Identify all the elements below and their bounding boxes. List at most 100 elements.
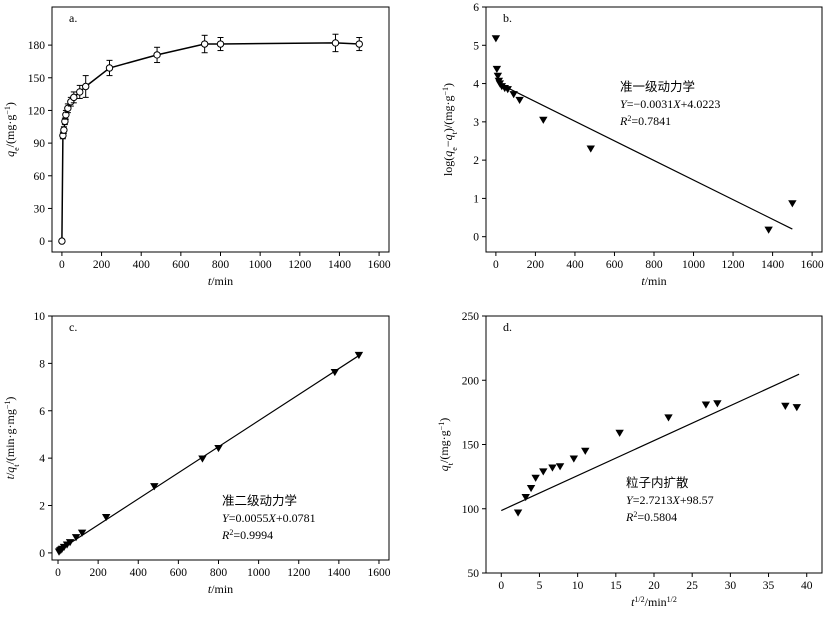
data-point — [701, 401, 711, 409]
x-tick-label: 1000 — [249, 259, 272, 271]
data-point — [101, 513, 111, 522]
data-point — [354, 351, 364, 360]
panel-label: c. — [69, 320, 77, 334]
chart-panel-d: 0 5 10 15 20 25 30 35 40 50 100 150 200 250 d. t1/2/min… — [437, 311, 823, 609]
fit-line — [498, 83, 793, 230]
data-point — [569, 455, 579, 463]
x-tick-label: 1400 — [327, 567, 350, 579]
data-point — [64, 104, 72, 112]
x-tick-label: 800 — [645, 259, 663, 271]
data-point — [60, 126, 68, 134]
x-tick-label: 25 — [686, 580, 698, 592]
x-tick-label: 1200 — [722, 259, 745, 271]
x-tick-label: 1600 — [801, 259, 824, 271]
y-tick-label: 4 — [39, 453, 45, 465]
data-point — [539, 116, 548, 124]
x-axis-label: t1/2/min1/2 — [631, 595, 677, 610]
data-point — [62, 111, 70, 119]
data-point — [76, 88, 84, 96]
data-point — [82, 82, 90, 91]
x-tick-label: 35 — [763, 580, 775, 592]
x-tick-label: 1600 — [367, 567, 390, 579]
data-point — [331, 39, 340, 47]
y-tick-label: 2 — [39, 501, 45, 513]
x-tick-label: 20 — [648, 580, 660, 592]
chart-panel-a: 0 200 400 600 800 1000 1200 1400 1600 0 30 60 90 120 1… — [3, 6, 391, 288]
data-point — [586, 145, 595, 153]
data-point — [781, 402, 790, 410]
x-tick-label: 200 — [527, 259, 545, 271]
x-tick-label: 400 — [133, 259, 151, 271]
y-tick-label: 180 — [28, 40, 46, 52]
data-point — [539, 468, 548, 476]
data-point — [713, 400, 722, 408]
data-point — [555, 463, 565, 471]
x-tick-label: 800 — [212, 259, 230, 271]
fit-line — [57, 355, 360, 552]
x-axis-label: t/min — [641, 274, 666, 288]
data-point — [70, 93, 78, 102]
data-point — [792, 404, 801, 412]
fit-equation: Y=2.7213X+98.57 — [626, 493, 714, 507]
y-tick-label: 8 — [39, 358, 45, 370]
fit-equation: Y=0.0055X+0.0781 — [222, 511, 316, 525]
data-point — [664, 414, 673, 422]
panel-label: a. — [69, 11, 77, 25]
y-axis-label: log(qe−qt)/(mg·g−1) — [441, 83, 459, 176]
model-title: 准二级动力学 — [222, 493, 297, 508]
data-point — [492, 65, 502, 74]
y-tick-label: 150 — [462, 440, 480, 452]
x-tick-label: 0 — [55, 567, 61, 579]
x-tick-label: 600 — [170, 567, 188, 579]
y-axis-label: qe/(mg·g−1) — [3, 102, 21, 157]
x-tick-label: 400 — [130, 567, 148, 579]
chart-panel-c: 0 200 400 600 800 1000 1200 1400 1600 0 2 4 6 8 10 c. t/… — [3, 311, 391, 596]
fit-line — [501, 373, 800, 512]
data-point — [216, 40, 225, 48]
y-tick-label: 10 — [34, 311, 46, 323]
data-point — [548, 464, 557, 472]
x-tick-label: 1200 — [287, 567, 310, 579]
data-point — [150, 483, 159, 491]
x-axis-label: t/min — [208, 582, 233, 596]
panel-label: b. — [503, 11, 512, 25]
y-axis-label: qt/(mg·g−1) — [437, 418, 455, 471]
y-tick-label: 4 — [473, 79, 479, 91]
y-tick-label: 1 — [473, 193, 479, 205]
x-tick-label: 5 — [537, 580, 543, 592]
data-point — [788, 200, 797, 208]
x-tick-label: 1600 — [368, 259, 391, 271]
y-tick-label: 30 — [34, 203, 46, 215]
x-tick-label: 0 — [59, 259, 65, 271]
chart-panel-b: 0 200 400 600 800 1000 1200 1400 1600 0 1 2 3 4 5 6 b. t/… — [441, 2, 824, 288]
y-tick-label: 100 — [462, 504, 480, 516]
x-tick-label: 600 — [606, 259, 624, 271]
y-axis-label: t/qt/(min·g·mg−1) — [3, 397, 21, 480]
y-tick-label: 2 — [473, 155, 479, 167]
data-point — [515, 96, 524, 105]
y-tick-label: 150 — [28, 73, 46, 85]
fit-equation: Y=−0.0031X+4.0223 — [620, 97, 720, 111]
r-squared: R2=0.5804 — [625, 510, 677, 525]
y-tick-label: 200 — [462, 375, 480, 387]
data-point — [214, 445, 223, 453]
x-axis-label: t/min — [208, 274, 233, 288]
y-tick-label: 90 — [34, 138, 46, 150]
x-tick-label: 200 — [93, 259, 111, 271]
data-point — [521, 494, 530, 502]
data-point — [65, 539, 75, 547]
x-tick-label: 200 — [90, 567, 108, 579]
data-point — [355, 40, 363, 48]
data-point — [153, 51, 161, 59]
y-tick-label: 250 — [462, 311, 480, 323]
data-point — [105, 64, 114, 72]
y-tick-label: 120 — [28, 105, 46, 117]
x-tick-label: 400 — [566, 259, 584, 271]
x-tick-label: 1400 — [328, 259, 351, 271]
series-line — [61, 42, 360, 242]
data-point — [531, 474, 540, 482]
x-tick-label: 15 — [610, 580, 622, 592]
data-point — [71, 534, 81, 542]
x-tick-label: 800 — [210, 567, 228, 579]
